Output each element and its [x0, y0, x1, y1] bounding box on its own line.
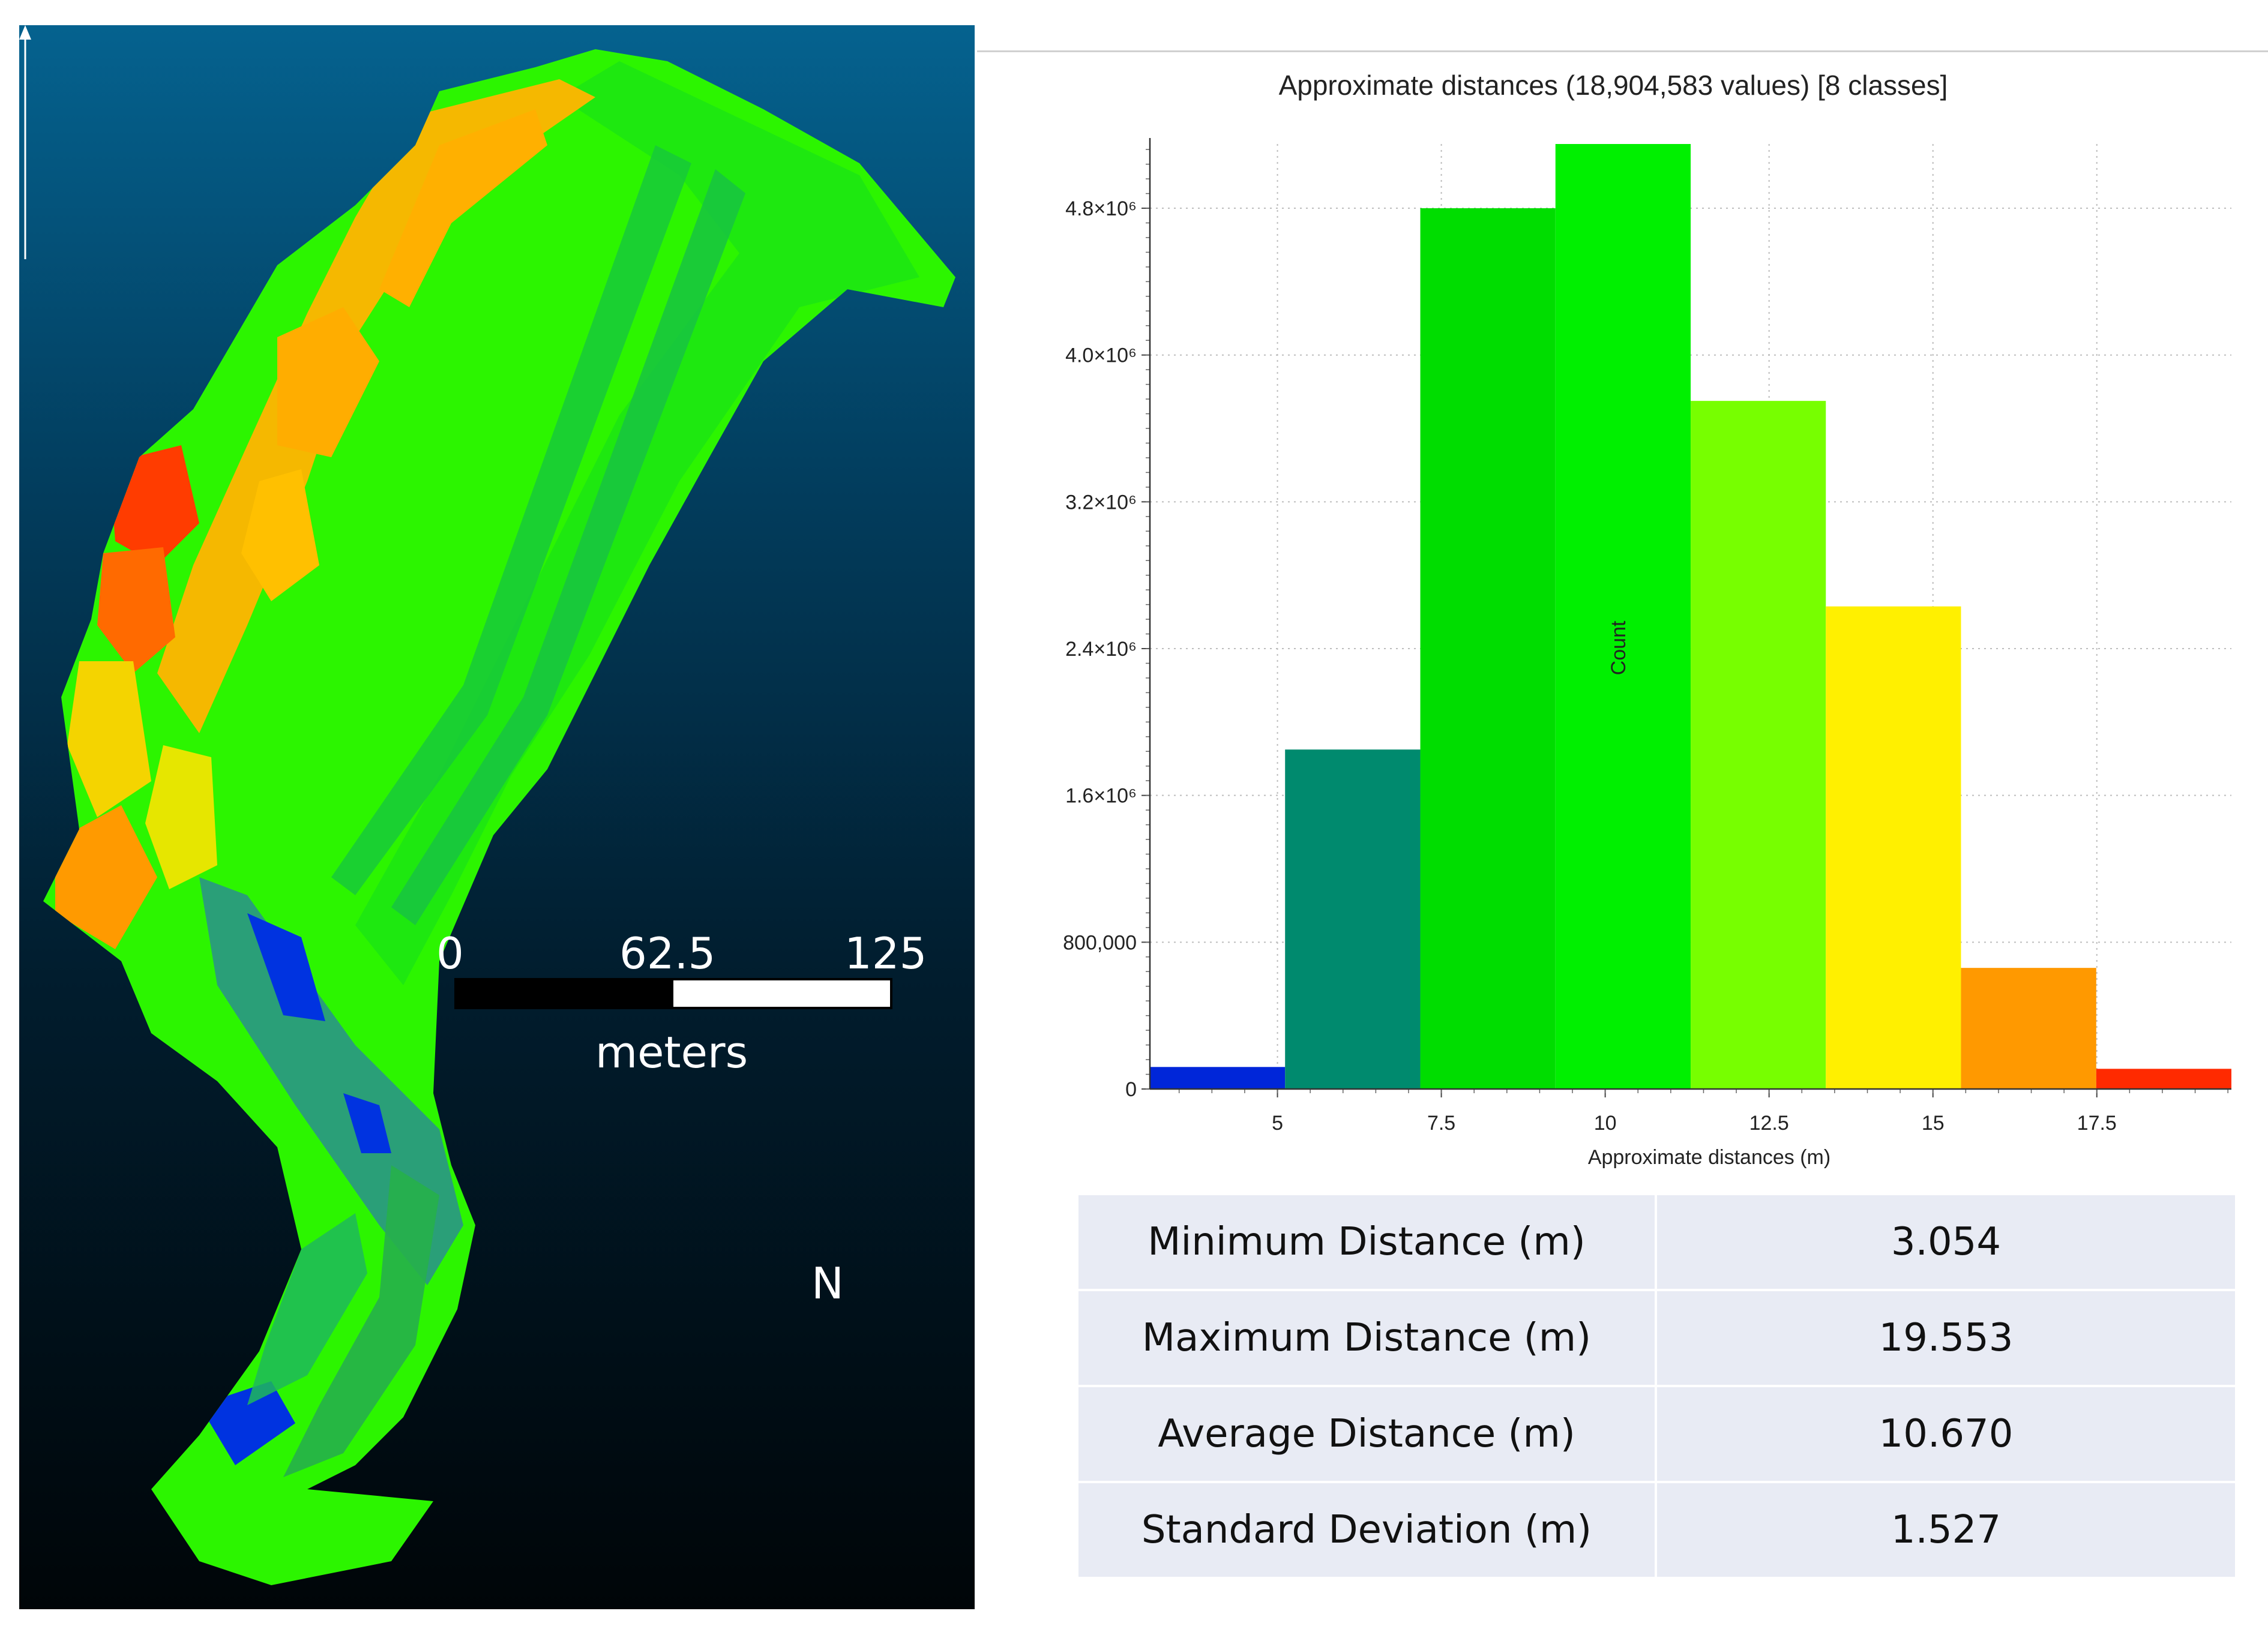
histogram-bar — [1555, 144, 1691, 1089]
x-tick-label: 17.5 — [2077, 1112, 2117, 1135]
y-tick-label: 0 — [1125, 1078, 1137, 1101]
x-axis-title: Approximate distances (m) — [1588, 1146, 1830, 1169]
y-tick-label: 800,000 — [1063, 931, 1137, 954]
stats-row: Minimum Distance (m) 3.054 — [1078, 1195, 2235, 1291]
chart-title: Approximate distances (18,904,583 values… — [1278, 70, 1948, 101]
scale-bar-segment — [457, 980, 673, 1007]
histogram-bar — [1826, 606, 1961, 1089]
stat-label: Average Distance (m) — [1078, 1386, 1657, 1483]
stat-label: Minimum Distance (m) — [1078, 1195, 1657, 1291]
north-arrow-icon — [19, 25, 31, 259]
histogram-bar — [1285, 749, 1421, 1089]
panel-divider — [977, 50, 2268, 52]
stats-row: Standard Deviation (m) 1.527 — [1078, 1482, 2235, 1579]
histogram-bar — [2096, 1069, 2231, 1089]
x-tick-label: 10 — [1594, 1112, 1617, 1135]
histogram-panel: Approximate distances (18,904,583 values… — [977, 24, 2268, 1182]
histogram-bar — [1691, 401, 1826, 1090]
x-tick-label: 15 — [1922, 1112, 1945, 1135]
north-label: N — [811, 1258, 844, 1309]
histogram-bar — [1420, 208, 1556, 1090]
stat-label: Maximum Distance (m) — [1078, 1290, 1657, 1387]
scale-label-zero: 0 — [436, 928, 464, 979]
point-cloud-map: 0 62.5 125 meters N — [19, 25, 975, 1609]
y-tick-label: 4.8×10⁶ — [1065, 197, 1137, 220]
y-axis-title: Count — [1607, 620, 1630, 675]
stat-value: 3.054 — [1656, 1195, 2235, 1291]
x-tick-label: 7.5 — [1427, 1112, 1455, 1135]
scale-label-mid: 62.5 — [619, 928, 716, 979]
x-tick-label: 5 — [1272, 1112, 1283, 1135]
x-tick-label: 12.5 — [1749, 1112, 1789, 1135]
scale-bar — [454, 978, 892, 1009]
y-tick-label: 1.6×10⁶ — [1065, 785, 1137, 808]
y-tick-label: 2.4×10⁶ — [1065, 638, 1137, 661]
stat-value: 1.527 — [1656, 1482, 2235, 1579]
bar-layer — [1150, 144, 2231, 1090]
stat-value: 19.553 — [1656, 1290, 2235, 1387]
stat-label: Standard Deviation (m) — [1078, 1482, 1657, 1579]
y-tick-label: 4.0×10⁶ — [1065, 344, 1137, 367]
shoreline-surface — [43, 49, 955, 1585]
scale-unit-label: meters — [595, 1027, 748, 1078]
scale-label-max: 125 — [844, 928, 927, 979]
histogram-bar — [1961, 968, 2096, 1089]
axis-layer — [1142, 138, 2231, 1097]
stats-row: Maximum Distance (m) 19.553 — [1078, 1290, 2235, 1387]
y-tick-label: 3.2×10⁶ — [1065, 491, 1137, 514]
stat-value: 10.670 — [1656, 1386, 2235, 1483]
stats-row: Average Distance (m) 10.670 — [1078, 1386, 2235, 1483]
distance-stats-table: Minimum Distance (m) 3.054 Maximum Distanc… — [1078, 1195, 2235, 1579]
label-layer: 0 800,000 1.6×10⁶ 2.4×10⁶ 3.2×10⁶ 4.0×10⁶ 4.8×… — [1063, 197, 2117, 1135]
histogram-chart: 0 800,000 1.6×10⁶ 2.4×10⁶ 3.2×10⁶ 4.0×10⁶ 4.8×… — [1063, 138, 2231, 1169]
histogram-bar — [1150, 1067, 1286, 1089]
